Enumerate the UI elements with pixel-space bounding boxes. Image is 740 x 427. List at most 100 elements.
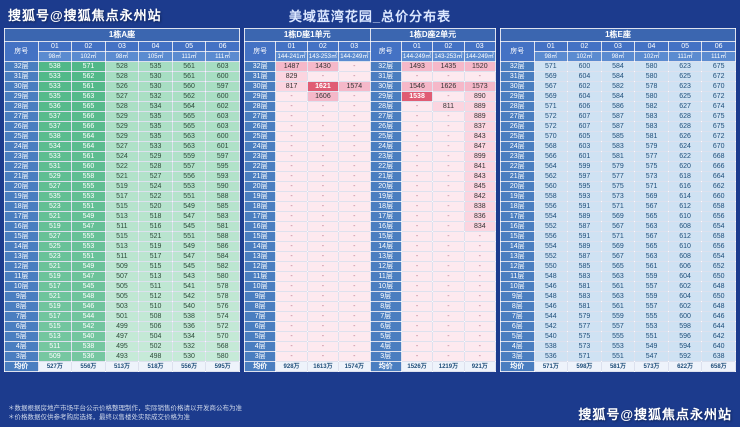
price-cell: 571 — [600, 201, 636, 212]
price-cell: 540 — [71, 331, 106, 342]
area-header: 98㎡ — [533, 51, 569, 62]
price-cell: 535 — [138, 121, 173, 132]
price-cell: 517 — [37, 311, 73, 322]
price-cell: 516 — [138, 221, 173, 232]
price-cell: - — [275, 351, 308, 362]
price-cell: 567 — [634, 231, 669, 242]
price-cell: 889 — [463, 101, 497, 112]
floor-label: 3层 — [500, 351, 535, 362]
price-cell: 590 — [205, 181, 240, 192]
price-cell: - — [400, 71, 434, 82]
floor-label: 16层 — [243, 221, 277, 232]
price-cell: - — [306, 351, 340, 362]
price-cell: 493 — [104, 351, 140, 362]
price-cell: 529 — [104, 121, 140, 132]
price-cell: 594 — [667, 341, 703, 352]
floor-label: 9层 — [500, 291, 535, 302]
price-cell: 576 — [205, 301, 240, 312]
floor-label: 5层 — [369, 331, 402, 342]
table-row: 32层 1487 1430-32层 1493 1435 1520 — [243, 61, 497, 72]
table-row: 22层 - - -22层 - -841 — [243, 161, 497, 172]
floor-label: 7层 — [369, 311, 402, 322]
average-value: 1613万 — [306, 361, 340, 372]
price-cell: - — [400, 211, 434, 222]
price-cell: 600 — [205, 131, 240, 142]
unit-header: 05 — [667, 41, 703, 52]
table-row: 8层 - - -8层 - - - — [243, 301, 497, 312]
price-cell: - — [400, 191, 434, 202]
average-label: 均价 — [243, 361, 277, 372]
price-cell: 569 — [533, 71, 569, 82]
table-row: 17层 521 549 513 518 547 583 — [4, 211, 240, 222]
price-cell: 573 — [567, 341, 602, 352]
price-cell: - — [400, 261, 434, 272]
price-cell: 588 — [205, 231, 240, 242]
floor-label: 29层 — [243, 91, 277, 102]
floor-label: 21层 — [500, 171, 535, 182]
price-cell: - — [275, 151, 308, 162]
price-cell: - — [400, 161, 434, 172]
price-cell: - — [463, 351, 497, 362]
price-cell: - — [338, 261, 371, 272]
price-cell: 547 — [634, 351, 669, 362]
price-cell: - — [432, 231, 465, 242]
floor-label: 30层 — [243, 81, 277, 92]
average-label: 均价 — [500, 361, 535, 372]
price-cell: 574 — [205, 311, 240, 322]
table-row: 26层 572 607 587 583 628 675 — [500, 121, 736, 132]
price-cell: 585 — [600, 131, 636, 142]
top-bar: 搜狐号@搜狐焦点永州站 美域蓝湾花园_总价分布表 — [0, 0, 740, 26]
floor-label: 25层 — [369, 131, 402, 142]
table-row: 18层 556 591 571 567 612 658 — [500, 201, 736, 212]
table-row: 4层 - - -4层 - - - — [243, 341, 497, 352]
price-cell: 588 — [205, 191, 240, 202]
price-cell: 547 — [71, 271, 106, 282]
price-cell: - — [463, 231, 497, 242]
floor-label: 22层 — [500, 161, 535, 172]
price-cell: - — [400, 231, 434, 242]
price-cell: 536 — [71, 351, 106, 362]
price-cell: 531 — [37, 161, 73, 172]
table-row: 3层 536 571 551 547 592 638 — [500, 351, 736, 362]
price-cell: - — [400, 341, 434, 352]
table-row: 30层 817 1621 1574 30层 1546 1626 1573 — [243, 81, 497, 92]
price-cell: 569 — [634, 191, 669, 202]
price-cell: 586 — [205, 241, 240, 252]
price-cell: - — [306, 171, 340, 182]
price-cell: 535 — [37, 91, 73, 102]
price-cell: 528 — [104, 101, 140, 112]
table-row: 10层 517 545 505 511 541 578 — [4, 281, 240, 292]
average-value: 556万 — [171, 361, 207, 372]
price-cell: 608 — [667, 221, 703, 232]
price-cell: - — [306, 271, 340, 282]
floor-label: 24层 — [4, 141, 39, 152]
price-cell: 672 — [701, 71, 736, 82]
price-cell: 587 — [600, 121, 636, 132]
price-cell: - — [432, 161, 465, 172]
price-cell: - — [432, 351, 465, 362]
price-cell: 521 — [37, 211, 73, 222]
price-cell: - — [432, 291, 465, 302]
price-cell: 559 — [171, 151, 207, 162]
price-cell: - — [338, 151, 371, 162]
floor-label: 29层 — [4, 91, 39, 102]
table-row: 8层 519 546 503 510 540 576 — [4, 301, 240, 312]
price-cell: 644 — [701, 321, 736, 332]
price-cell: 515 — [104, 231, 140, 242]
price-cell: 520 — [138, 201, 173, 212]
table-row: 27层 537 566 529 535 565 603 — [4, 111, 240, 122]
price-cell: 899 — [463, 151, 497, 162]
table-row: 31层 569 604 584 580 625 672 — [500, 71, 736, 82]
unit-header: 01 — [533, 41, 569, 52]
price-cell: 548 — [71, 291, 106, 302]
floor-label: 23层 — [369, 151, 402, 162]
price-cell: - — [306, 331, 340, 342]
floor-label: 28层 — [500, 101, 535, 112]
price-cell: - — [275, 321, 308, 332]
average-value: 571万 — [533, 361, 569, 372]
price-cell: 572 — [205, 321, 240, 332]
floor-label: 7层 — [243, 311, 277, 322]
table-row: 4层 538 573 553 549 594 640 — [500, 341, 736, 352]
table-row: 23层 533 561 524 529 559 597 — [4, 151, 240, 162]
price-cell: 593 — [567, 191, 602, 202]
